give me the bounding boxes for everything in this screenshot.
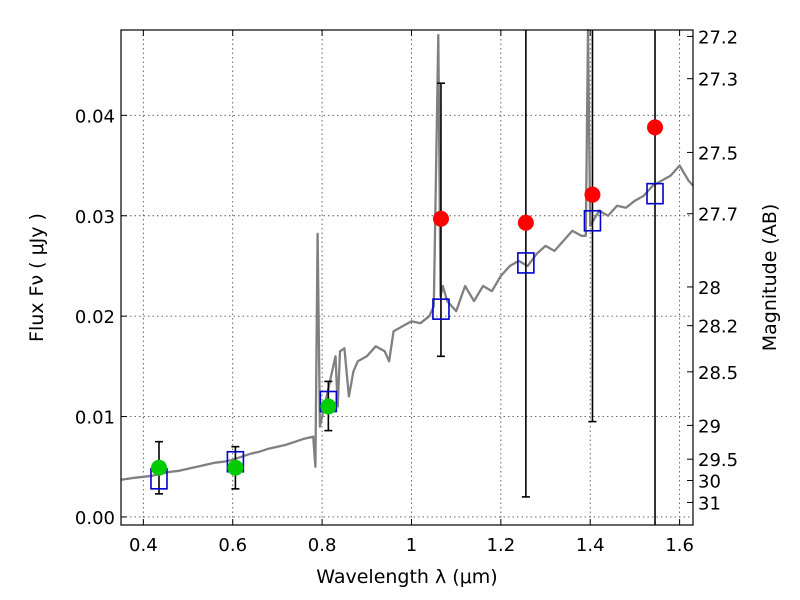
x-axis-title: Wavelength λ (μm) [316,566,497,588]
upper-limit-point [647,119,664,136]
y-tick-label: 0.00 [75,508,115,529]
right-tick-label: 29 [698,416,721,437]
right-tick-label: 27.5 [698,143,738,164]
right-tick-label: 28 [698,278,721,299]
right-tick-label: 31 [698,493,721,514]
model-photometry-square [432,298,450,320]
data-markers [150,119,664,490]
model-photometry-square [646,182,664,205]
x-tick-label: 1.2 [487,535,516,556]
upper-limit-point [432,210,449,227]
right-tick-label: 28.5 [698,363,738,384]
detection-point [227,459,244,476]
model-photometry-square [517,252,535,274]
x-tick-label: 1.6 [665,535,694,556]
right-tick-label: 27.3 [698,70,738,91]
y-tick-label: 0.02 [75,307,115,328]
right-tick-label: 27.2 [698,27,738,48]
upper-limit-point [584,186,601,203]
axis-ticks: 0.4 0.6 0.8 1 1.2 1.4 1.6 0.00 0.01 0.02 0.03 0.04 2… [75,27,738,556]
detection-point [150,459,167,476]
y-axis-title: Flux Fν ( μJy ) [26,213,48,342]
right-tick-label: 27.7 [698,205,738,226]
plot-frame [120,29,694,526]
right-tick-label: 28.2 [698,317,738,338]
y-tick-label: 0.03 [75,207,115,228]
x-tick-label: 0.8 [308,535,337,556]
x-tick-label: 0.4 [129,535,158,556]
right-axis-title: Magnitude (AB) [759,204,781,352]
x-tick-label: 1 [406,535,417,556]
right-tick-label: 29.5 [698,450,738,471]
y-tick-label: 0.04 [75,106,115,127]
upper-limit-point [517,214,534,231]
x-tick-label: 0.6 [218,535,247,556]
x-tick-label: 1.4 [576,535,605,556]
model-photometry-square [583,209,602,232]
detection-point [320,398,337,415]
y-tick-label: 0.01 [75,408,115,429]
right-tick-label: 30 [698,472,721,493]
